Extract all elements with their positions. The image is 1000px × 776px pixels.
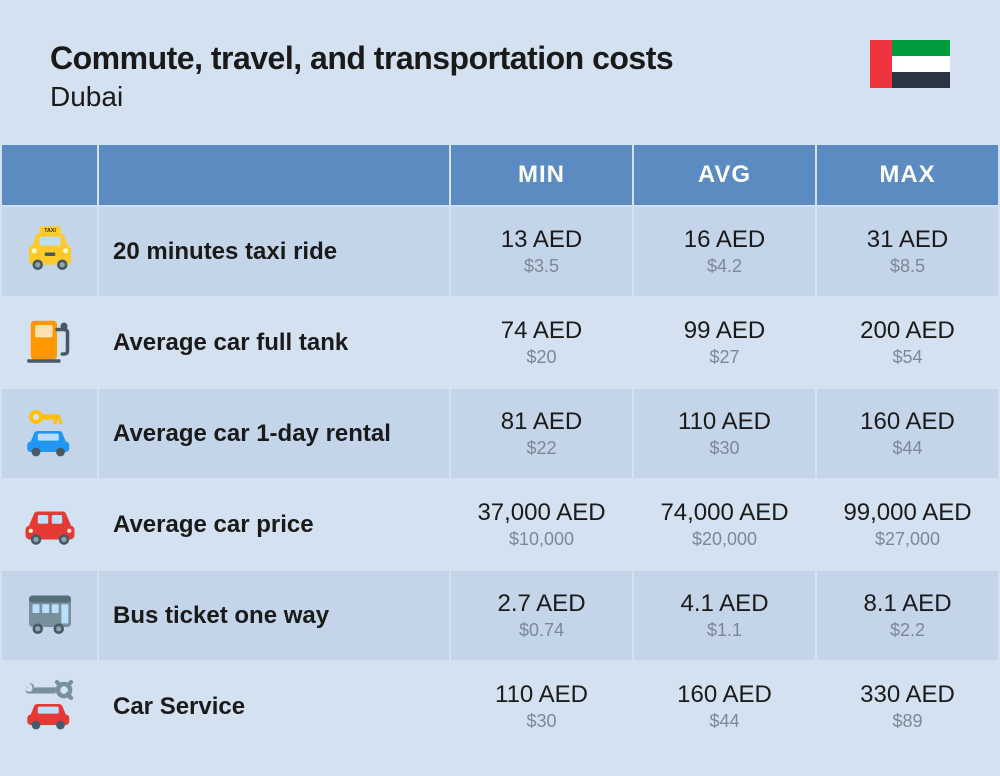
min-usd: $22 <box>461 438 622 459</box>
costs-table: MIN AVG MAX 20 minutes taxi ride 13 AED … <box>0 143 1000 753</box>
row-max: 160 AED $44 <box>817 389 998 478</box>
max-aed: 8.1 AED <box>827 590 988 618</box>
col-min: MIN <box>451 145 632 205</box>
avg-aed: 160 AED <box>644 681 805 709</box>
row-label: 20 minutes taxi ride <box>99 207 449 296</box>
min-aed: 13 AED <box>461 226 622 254</box>
row-icon-cell <box>2 571 97 660</box>
avg-usd: $4.2 <box>644 256 805 277</box>
uae-flag-icon <box>870 40 950 88</box>
row-avg: 16 AED $4.2 <box>634 207 815 296</box>
row-min: 2.7 AED $0.74 <box>451 571 632 660</box>
min-usd: $10,000 <box>461 529 622 550</box>
avg-aed: 74,000 AED <box>644 499 805 527</box>
table-row: Bus ticket one way 2.7 AED $0.74 4.1 AED… <box>2 571 998 660</box>
avg-usd: $44 <box>644 711 805 732</box>
table-row: Average car 1-day rental 81 AED $22 110 … <box>2 389 998 478</box>
row-min: 110 AED $30 <box>451 662 632 751</box>
wrench-car-icon <box>22 676 78 732</box>
max-aed: 99,000 AED <box>827 499 988 527</box>
max-usd: $2.2 <box>827 620 988 641</box>
col-icon <box>2 145 97 205</box>
row-max: 99,000 AED $27,000 <box>817 480 998 569</box>
max-usd: $89 <box>827 711 988 732</box>
car-key-icon <box>22 403 78 459</box>
max-usd: $27,000 <box>827 529 988 550</box>
bus-icon <box>22 585 78 641</box>
header-text-block: Commute, travel, and transportation cost… <box>50 40 673 113</box>
table-row: Car Service 110 AED $30 160 AED $44 330 … <box>2 662 998 751</box>
row-label: Car Service <box>99 662 449 751</box>
row-max: 31 AED $8.5 <box>817 207 998 296</box>
row-icon-cell <box>2 207 97 296</box>
avg-usd: $1.1 <box>644 620 805 641</box>
min-aed: 2.7 AED <box>461 590 622 618</box>
fuel-pump-icon <box>22 312 78 368</box>
row-label: Average car 1-day rental <box>99 389 449 478</box>
avg-aed: 4.1 AED <box>644 590 805 618</box>
row-min: 13 AED $3.5 <box>451 207 632 296</box>
row-avg: 74,000 AED $20,000 <box>634 480 815 569</box>
table-row: Average car full tank 74 AED $20 99 AED … <box>2 298 998 387</box>
row-avg: 110 AED $30 <box>634 389 815 478</box>
row-icon-cell <box>2 480 97 569</box>
min-aed: 37,000 AED <box>461 499 622 527</box>
row-avg: 160 AED $44 <box>634 662 815 751</box>
row-label: Average car price <box>99 480 449 569</box>
taxi-icon <box>22 221 78 277</box>
row-min: 74 AED $20 <box>451 298 632 387</box>
header: Commute, travel, and transportation cost… <box>0 0 1000 143</box>
max-usd: $54 <box>827 347 988 368</box>
max-aed: 330 AED <box>827 681 988 709</box>
col-label <box>99 145 449 205</box>
min-usd: $20 <box>461 347 622 368</box>
row-min: 81 AED $22 <box>451 389 632 478</box>
row-max: 200 AED $54 <box>817 298 998 387</box>
min-aed: 81 AED <box>461 408 622 436</box>
avg-usd: $20,000 <box>644 529 805 550</box>
max-aed: 200 AED <box>827 317 988 345</box>
avg-usd: $27 <box>644 347 805 368</box>
max-usd: $8.5 <box>827 256 988 277</box>
row-max: 330 AED $89 <box>817 662 998 751</box>
city-name: Dubai <box>50 81 673 113</box>
max-usd: $44 <box>827 438 988 459</box>
row-icon-cell <box>2 389 97 478</box>
car-icon <box>22 494 78 550</box>
min-aed: 110 AED <box>461 681 622 709</box>
table-row: 20 minutes taxi ride 13 AED $3.5 16 AED … <box>2 207 998 296</box>
max-aed: 31 AED <box>827 226 988 254</box>
avg-aed: 16 AED <box>644 226 805 254</box>
row-avg: 99 AED $27 <box>634 298 815 387</box>
row-label: Average car full tank <box>99 298 449 387</box>
row-min: 37,000 AED $10,000 <box>451 480 632 569</box>
avg-usd: $30 <box>644 438 805 459</box>
row-label: Bus ticket one way <box>99 571 449 660</box>
min-usd: $30 <box>461 711 622 732</box>
row-avg: 4.1 AED $1.1 <box>634 571 815 660</box>
row-icon-cell <box>2 298 97 387</box>
col-avg: AVG <box>634 145 815 205</box>
avg-aed: 110 AED <box>644 408 805 436</box>
row-max: 8.1 AED $2.2 <box>817 571 998 660</box>
min-usd: $0.74 <box>461 620 622 641</box>
max-aed: 160 AED <box>827 408 988 436</box>
table-row: Average car price 37,000 AED $10,000 74,… <box>2 480 998 569</box>
min-aed: 74 AED <box>461 317 622 345</box>
col-max: MAX <box>817 145 998 205</box>
avg-aed: 99 AED <box>644 317 805 345</box>
row-icon-cell <box>2 662 97 751</box>
page-title: Commute, travel, and transportation cost… <box>50 40 673 77</box>
min-usd: $3.5 <box>461 256 622 277</box>
table-header-row: MIN AVG MAX <box>2 145 998 205</box>
